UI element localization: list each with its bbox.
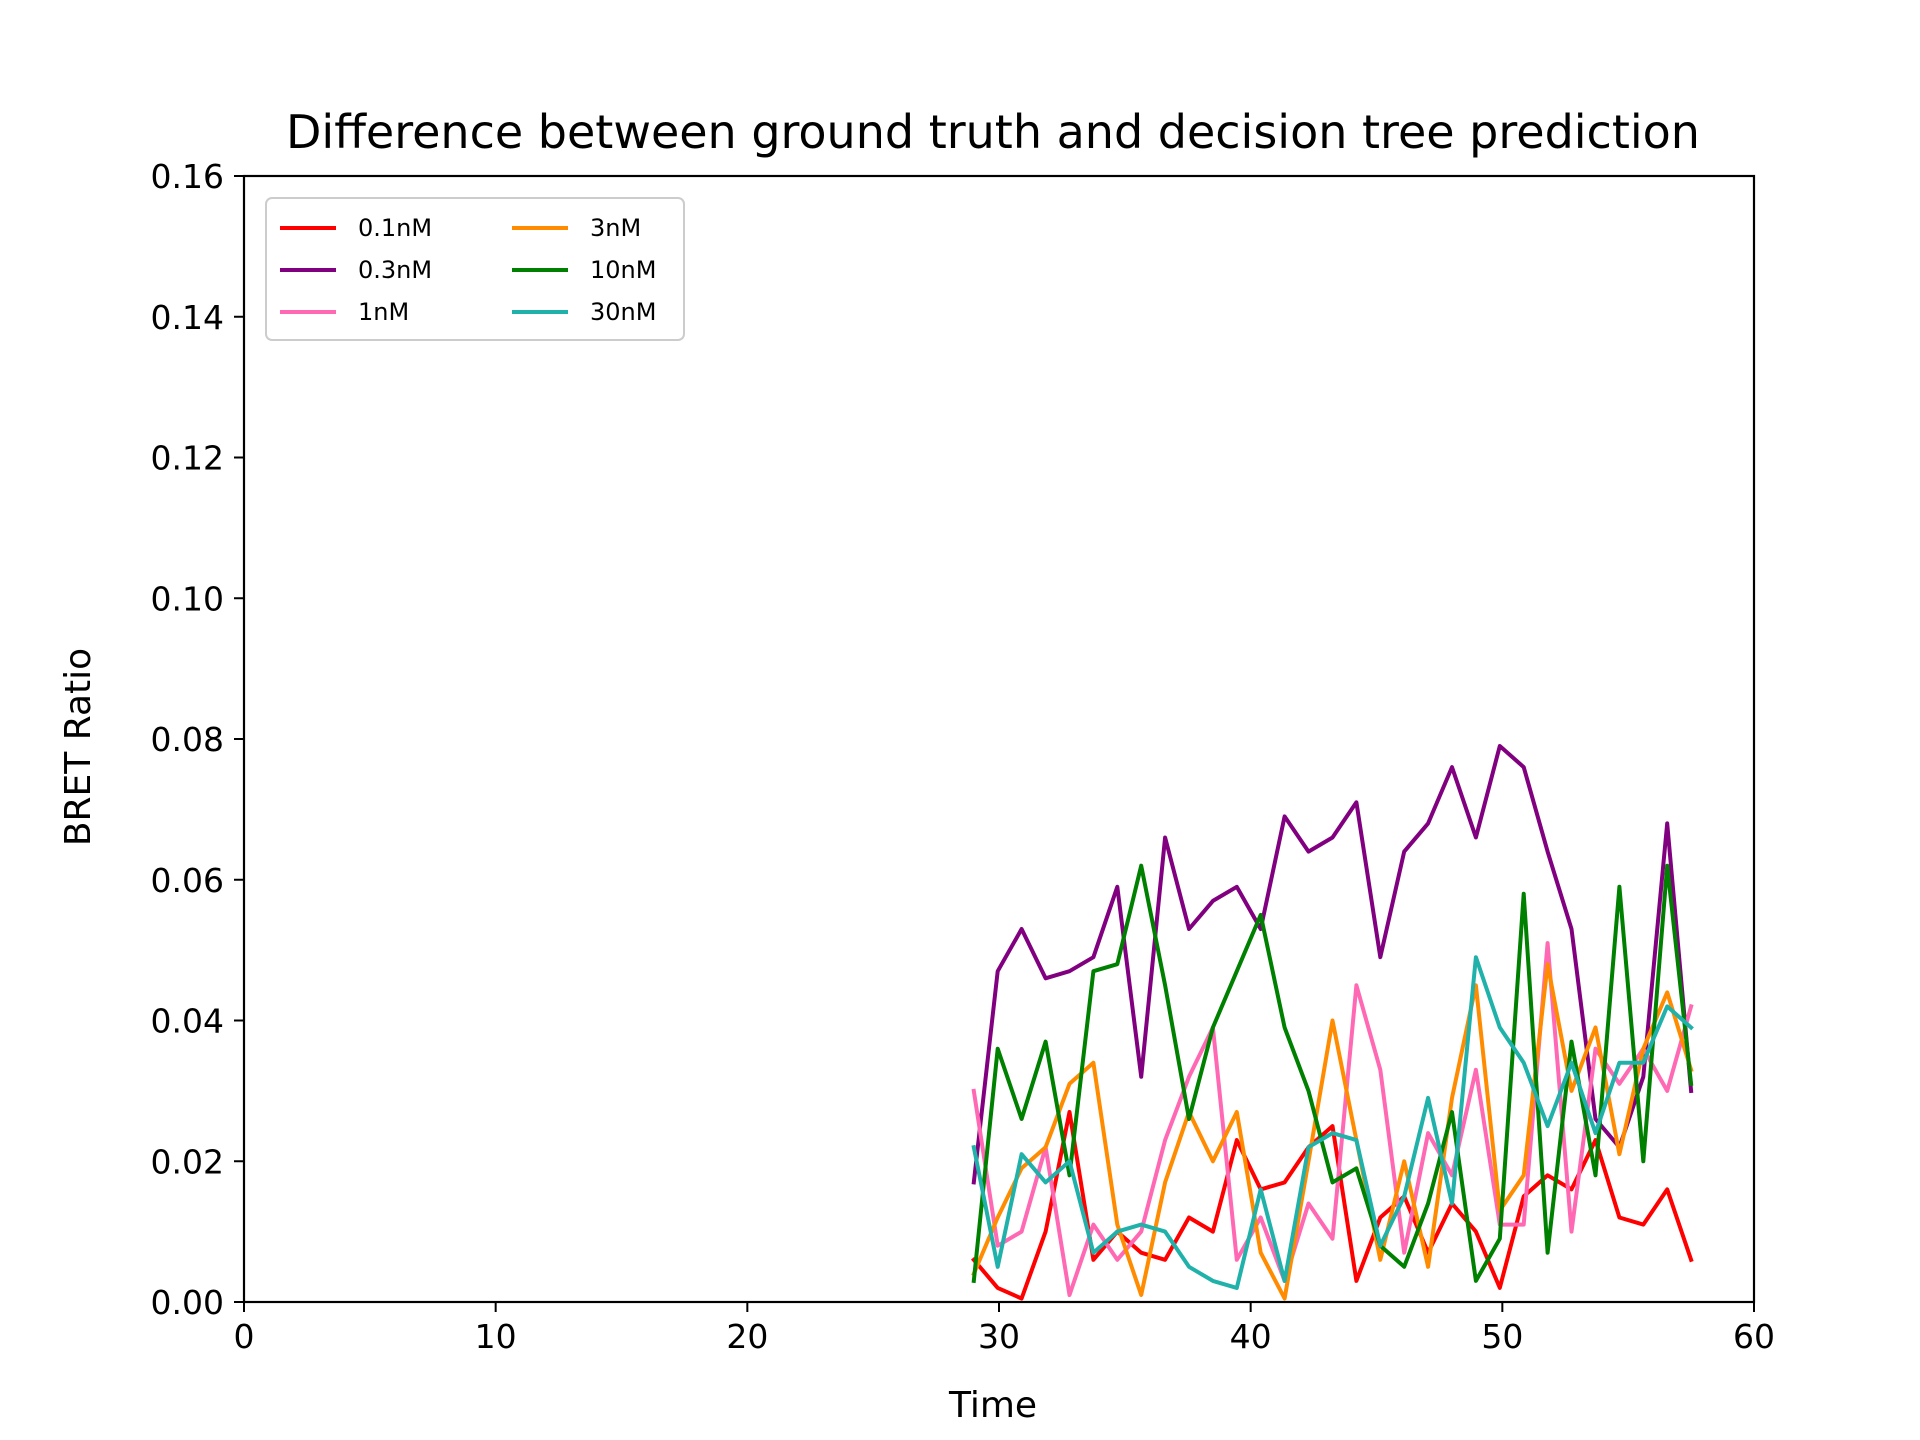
legend-label: 30nM <box>590 298 656 326</box>
series-line-0-1nM <box>970 1110 1694 1301</box>
legend-item: 0.1nM <box>280 214 432 242</box>
y-tick-label: 0.16 <box>151 157 224 196</box>
y-tick-label: 0.04 <box>151 1002 224 1041</box>
legend-label: 1nM <box>358 298 409 326</box>
y-tick-label: 0.08 <box>151 720 224 759</box>
legend-item: 0.3nM <box>280 256 432 284</box>
legend-item: 10nM <box>512 256 656 284</box>
legend-label: 0.1nM <box>358 214 432 242</box>
plot-area: 0 10 20 30 40 50 60 0.00 0.02 0.04 0.06 0.08 0.10 0.1… <box>151 157 1775 1356</box>
x-tick-label: 30 <box>978 1317 1020 1356</box>
chart-title: Difference between ground truth and deci… <box>286 105 1700 159</box>
legend-item: 3nM <box>512 214 641 242</box>
legend-label: 3nM <box>590 214 641 242</box>
legend: 0.1nM 0.3nM 1nM 3nM 10nM 30nM <box>265 197 685 341</box>
x-tick-label: 60 <box>1733 1317 1775 1356</box>
y-axis-label: BRET Ratio <box>58 648 99 846</box>
y-tick-label: 0.14 <box>151 298 224 337</box>
x-tick-label: 10 <box>475 1317 517 1356</box>
legend-label: 0.3nM <box>358 256 432 284</box>
x-tick-label: 20 <box>726 1317 768 1356</box>
y-tick-label: 0.12 <box>151 439 224 478</box>
series-line-30nM <box>971 955 1694 1290</box>
y-tick-label: 0.02 <box>151 1142 224 1181</box>
series-line-10nM <box>971 863 1694 1284</box>
legend-item: 1nM <box>280 298 409 326</box>
series-line-0-3nM <box>971 744 1694 1185</box>
y-tick-label: 0.00 <box>151 1283 224 1322</box>
x-tick-label: 0 <box>234 1317 255 1356</box>
series-line-1nM <box>971 941 1694 1297</box>
series-line-3nM <box>971 962 1694 1301</box>
legend-item: 30nM <box>512 298 656 326</box>
x-tick-label: 40 <box>1230 1317 1272 1356</box>
legend-box <box>265 197 685 341</box>
legend-label: 10nM <box>590 256 656 284</box>
x-axis-label: Time <box>948 1385 1037 1426</box>
y-tick-label: 0.06 <box>151 861 224 900</box>
x-tick-label: 50 <box>1481 1317 1523 1356</box>
y-tick-label: 0.10 <box>151 579 224 618</box>
